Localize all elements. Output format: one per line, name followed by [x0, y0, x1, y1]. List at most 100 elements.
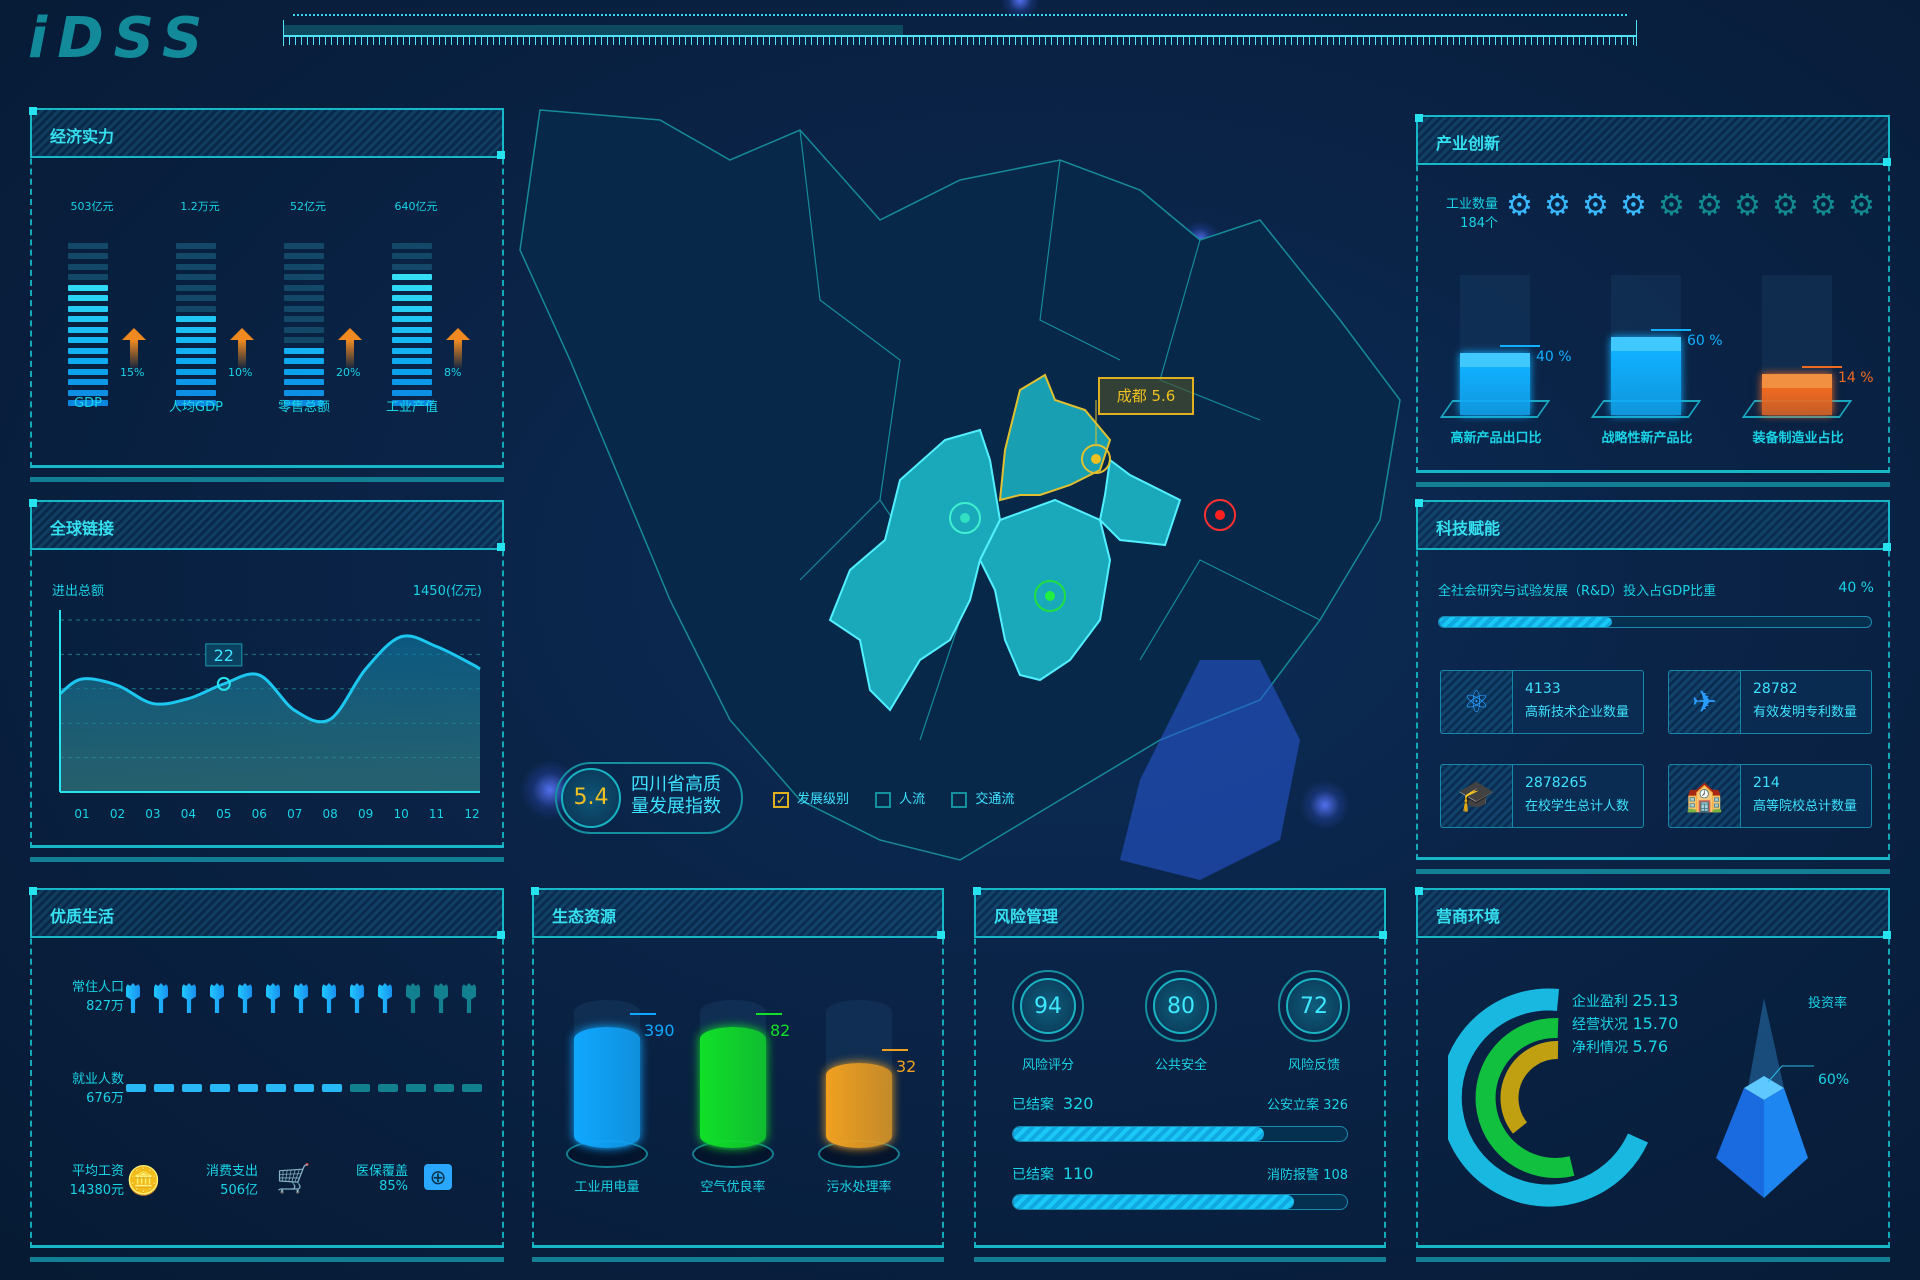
- filter-people-flow[interactable]: 人流: [875, 791, 925, 808]
- panel-title: 科技赋能: [1436, 519, 1501, 538]
- card-value: 214: [1753, 775, 1780, 791]
- x-tick-label: 02: [110, 807, 125, 821]
- leader-line: [1802, 366, 1842, 368]
- timeline-ruler[interactable]: [283, 14, 1637, 50]
- person-icon: [154, 983, 168, 1013]
- filter-development-level[interactable]: ✓ 发展级别: [773, 791, 849, 808]
- bar-segment: [392, 295, 432, 301]
- worker-icon: [294, 1084, 314, 1092]
- panel-business: 营商环境 企业盈利 25.13 经营状况 15.70 净利情况 5.76 投资率…: [1415, 887, 1891, 1262]
- checkbox-checked-icon[interactable]: ✓: [773, 791, 789, 808]
- marker-chengdu[interactable]: [1081, 400, 1111, 474]
- score-ring: 72: [1278, 970, 1350, 1042]
- card-label: 高等院校总计数量: [1753, 799, 1858, 814]
- cube-bar: [1460, 353, 1530, 415]
- x-tick-label: 12: [464, 807, 479, 821]
- insurance-stat: 医保覆盖 85%: [355, 1164, 408, 1194]
- bar-segment: [284, 379, 324, 385]
- index-value: 5.4: [561, 768, 621, 828]
- cart-icon: 🛒: [276, 1162, 311, 1195]
- bar-segment: [284, 242, 324, 249]
- trade-line-chart: 01 02 03 04 05 06 07 08 09 10 11 12 22: [59, 610, 481, 821]
- card-value: 28782: [1753, 681, 1798, 697]
- person-icon: [322, 983, 336, 1013]
- growth-arrow-stem: [238, 340, 246, 370]
- gear-icon: ⚙: [1696, 188, 1723, 223]
- bar-segment: [176, 263, 216, 270]
- series-line: [59, 634, 481, 724]
- map-filters: ✓ 发展级别 人流 交通流: [773, 788, 1014, 808]
- bar-segment: [68, 400, 108, 406]
- sichuan-map[interactable]: [500, 100, 1420, 880]
- bar-segment: [176, 368, 216, 375]
- leader-line: [1651, 329, 1691, 331]
- bar-value: 1.2万元: [180, 200, 220, 213]
- checkbox-icon[interactable]: [875, 791, 892, 808]
- panel-industry: 产业创新 工业数量 184个 ⚙ ⚙ ⚙ ⚙ ⚙ ⚙ ⚙ ⚙ ⚙ ⚙ 40 % 高新产品出口比 60 %…: [1415, 114, 1891, 487]
- panel-title: 优质生活: [50, 907, 115, 926]
- medkit-icon: ⊕: [424, 1164, 452, 1190]
- bar-segment: [176, 295, 216, 301]
- bar-segment: [176, 389, 216, 396]
- gear-icon: ⚙: [1582, 188, 1609, 223]
- x-tick-label: 11: [429, 807, 444, 821]
- score-value: 80: [1153, 978, 1209, 1034]
- bar-segment: [392, 326, 432, 333]
- wage-stat: 平均工资 14380元: [69, 1164, 124, 1198]
- bar-segment: [392, 263, 432, 270]
- person-icon: [182, 983, 196, 1013]
- bar-segment: [68, 274, 108, 280]
- bar-value: 503亿元: [70, 200, 114, 213]
- growth-arrow-icon: [122, 328, 146, 340]
- region-east: [1098, 458, 1182, 547]
- cylinder-bar: [826, 1063, 892, 1148]
- growth-percent: 20%: [336, 366, 361, 379]
- panel-title: 产业创新: [1436, 134, 1501, 153]
- marker-east[interactable]: [1204, 499, 1236, 531]
- invest-value: 60%: [1818, 1072, 1850, 1088]
- bar-segment: [68, 337, 108, 343]
- panel-title: 风险管理: [994, 907, 1059, 926]
- business-legend: 企业盈利 25.13 经营状况 15.70 净利情况 5.76: [1572, 991, 1679, 1056]
- logo: iDSS: [28, 6, 213, 71]
- bar-segment: [284, 337, 324, 343]
- cube-bar: [1611, 337, 1681, 415]
- cube-value: 60 %: [1687, 333, 1723, 349]
- filter-label: 交通流: [975, 792, 1015, 807]
- rd-progress: [1438, 616, 1872, 628]
- bar-segment: [176, 347, 216, 354]
- bar-segment: [68, 242, 108, 249]
- checkbox-icon[interactable]: [951, 791, 968, 808]
- bar-segment: [176, 305, 216, 312]
- bar-segment: [68, 263, 108, 270]
- risk-progress-1: [1012, 1126, 1348, 1142]
- bar-segment: [68, 316, 108, 322]
- worker-icon: [154, 1084, 174, 1092]
- cylinder-bar: [700, 1027, 766, 1148]
- gear-icon: ⚙: [1506, 188, 1533, 223]
- growth-arrow-stem: [346, 340, 354, 370]
- worker-icon: [378, 1084, 398, 1092]
- worker-icon: [350, 1084, 370, 1092]
- bar-segment: [176, 400, 216, 406]
- bar-segment: [68, 284, 108, 291]
- ring-profit: [1448, 988, 1649, 1207]
- marker-south[interactable]: [1034, 580, 1066, 612]
- bar-segment: [392, 253, 432, 259]
- bar-segment: [176, 316, 216, 322]
- score-value: 72: [1286, 978, 1342, 1034]
- growth-arrow-icon: [230, 328, 254, 340]
- invest-label: 投资率: [1808, 996, 1848, 1011]
- x-tick-label: 09: [358, 807, 373, 821]
- cube-label: 装备制造业占比: [1752, 431, 1844, 446]
- person-icon: [462, 983, 476, 1013]
- stat-card: 🎓 2878265 在校学生总计人数: [1440, 764, 1644, 828]
- growth-percent: 10%: [228, 366, 253, 379]
- filter-traffic-flow[interactable]: 交通流: [951, 791, 1015, 808]
- marker-west[interactable]: [949, 502, 981, 534]
- card-label: 在校学生总计人数: [1525, 799, 1630, 814]
- bar-segment: [284, 295, 324, 301]
- cylinder-value: 32: [896, 1057, 917, 1076]
- bar-segment: [392, 274, 432, 280]
- card-value: 2878265: [1525, 775, 1588, 791]
